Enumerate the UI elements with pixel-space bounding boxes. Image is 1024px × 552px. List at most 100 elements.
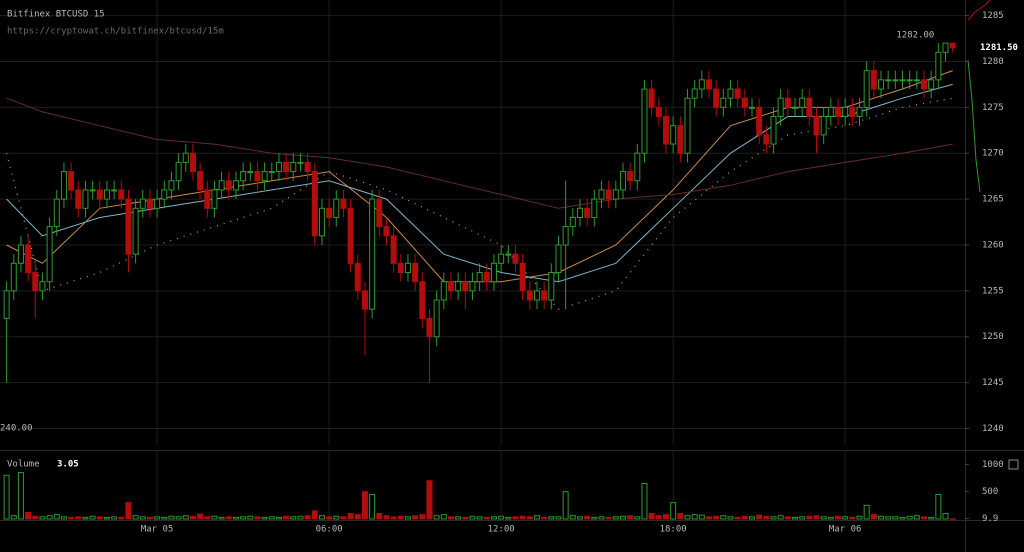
candle-body	[576, 207, 583, 218]
candle-body	[548, 272, 555, 301]
candle-body	[555, 244, 562, 274]
candle-body	[892, 79, 899, 82]
candle-body	[877, 79, 884, 90]
high-label: 1282.00	[896, 31, 934, 41]
y-tick-label: 9.9	[982, 514, 998, 524]
volume-bar	[218, 516, 225, 520]
candle-body	[132, 207, 139, 255]
y-tick-label: 1245	[982, 378, 1004, 388]
candle-body	[777, 97, 784, 118]
candle-body	[727, 88, 734, 99]
volume-bar	[447, 516, 454, 520]
panel-toggle[interactable]	[1008, 459, 1019, 470]
volume-bar	[247, 515, 254, 520]
volume-bar	[856, 515, 863, 520]
candle-body	[60, 171, 67, 200]
candle-body	[304, 161, 311, 173]
candle-body	[483, 272, 490, 283]
volume-last: 3.05	[57, 460, 79, 470]
candle-body	[949, 42, 956, 49]
volume-bar	[748, 516, 755, 520]
last-price-label: 1281.50	[980, 43, 1018, 53]
volume-bar	[376, 513, 383, 520]
candle-body	[96, 189, 103, 200]
candle-body	[584, 207, 591, 218]
candle-body	[634, 152, 641, 182]
candle-body	[17, 244, 24, 264]
candle-body	[412, 262, 419, 283]
volume-bar	[139, 516, 146, 520]
candle-body	[311, 171, 318, 237]
volume-bar	[627, 515, 634, 520]
candle-body	[791, 106, 798, 109]
volume-bar	[32, 515, 39, 520]
candle-body	[211, 189, 218, 209]
candle-body	[612, 189, 619, 200]
candle-body	[326, 207, 333, 218]
chart-title: Bitfinex BTCUSD 15	[7, 10, 105, 20]
candle-body	[333, 198, 340, 218]
candle-body	[225, 180, 232, 191]
candle-body	[204, 189, 211, 209]
volume-bar	[820, 516, 827, 520]
plot: 1240 1245 1250 1255 1260 1265 1270 1275 1280 1285…	[0, 0, 1004, 535]
candle-body	[397, 262, 404, 274]
candle-body	[197, 171, 204, 191]
candle-body	[469, 281, 476, 292]
volume-bar	[634, 516, 641, 520]
candle-body	[39, 281, 46, 292]
candle-body	[318, 207, 325, 237]
candle-body	[885, 79, 892, 82]
candle-body	[498, 253, 505, 264]
candle-body	[842, 106, 849, 118]
volume-bar	[283, 515, 290, 520]
candle-body	[68, 171, 75, 191]
volume-bar	[698, 514, 705, 520]
volume-bar	[17, 472, 24, 520]
candle-body	[447, 281, 454, 292]
candle-body	[605, 189, 612, 200]
candle-body	[3, 290, 10, 319]
candle-body	[913, 79, 920, 82]
volume-bar	[455, 516, 462, 520]
volume-bar	[118, 516, 125, 520]
volume-bar	[949, 518, 956, 520]
candle-body	[748, 106, 755, 109]
candle-body	[433, 299, 440, 338]
candle-body	[770, 116, 777, 145]
volume-bar	[182, 515, 189, 520]
volume-bar	[562, 491, 569, 520]
candle-body	[419, 281, 426, 319]
volume-bar	[648, 513, 655, 520]
volume-bar	[526, 516, 533, 520]
volume-bar	[505, 516, 512, 520]
candle-body	[369, 198, 376, 310]
candle-body	[10, 262, 17, 292]
volume-bar	[913, 515, 920, 520]
candle-body	[698, 79, 705, 90]
volume-bar	[928, 516, 935, 520]
volume-bar	[877, 515, 884, 520]
volume-bar	[541, 516, 548, 520]
candle-body	[247, 171, 254, 174]
volume-bar	[103, 516, 110, 520]
volume-bar	[813, 515, 820, 520]
volume-bar	[275, 516, 282, 520]
candle-body	[268, 171, 275, 174]
depth-line	[967, 59, 981, 193]
candle-body	[720, 97, 727, 108]
volume-bar	[132, 515, 139, 520]
candle-body	[490, 262, 497, 283]
candle-body	[46, 226, 53, 283]
overlay-line	[6, 97, 953, 209]
volume-bar	[311, 510, 318, 520]
volume-bar	[483, 516, 490, 520]
volume-bar	[347, 513, 354, 520]
volume-bar	[720, 515, 727, 520]
volume-bar	[849, 516, 856, 520]
candle-body	[455, 281, 462, 292]
volume-bar	[576, 516, 583, 520]
volume-bar	[670, 502, 677, 520]
candle-body	[254, 171, 261, 182]
